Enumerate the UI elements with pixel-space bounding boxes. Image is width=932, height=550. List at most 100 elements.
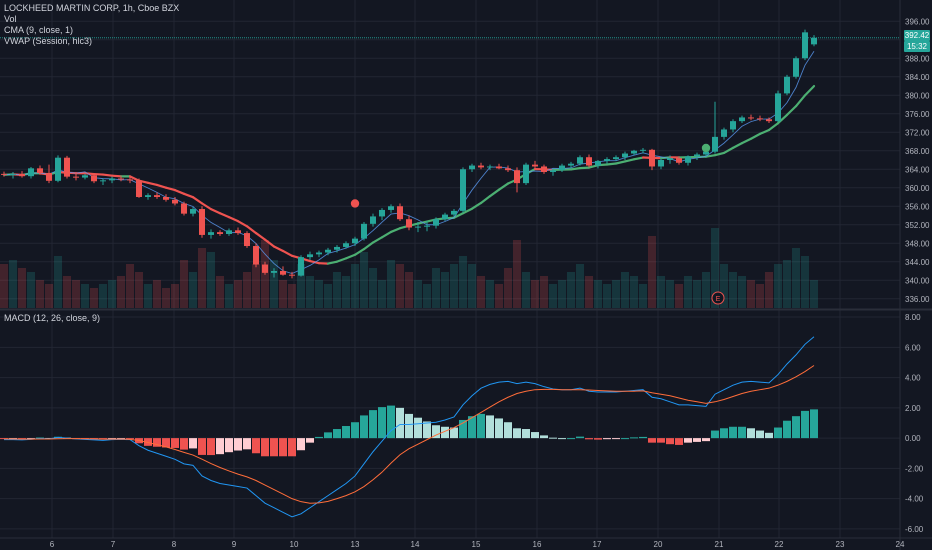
candle-body: [613, 157, 619, 160]
volume-bar: [747, 280, 755, 308]
candle-body: [307, 254, 313, 258]
candle-body: [541, 166, 547, 173]
macd-histogram-bar: [198, 438, 206, 455]
macd-histogram-bar: [108, 438, 116, 440]
candle-body: [676, 158, 682, 163]
cma-segment: [344, 253, 357, 260]
candle-body: [253, 246, 259, 265]
candle-body: [442, 214, 448, 220]
cma-segment: [794, 94, 807, 108]
candlesticks[interactable]: [1, 29, 817, 279]
cma-segment: [353, 248, 366, 256]
cma-legend[interactable]: CMA (9, close, 1): [4, 25, 74, 35]
cma-segment: [335, 257, 348, 263]
time-axis-ticks[interactable]: 6 7 8 9 10 13 14 15 16 17 20 21 22 23 24: [50, 540, 905, 549]
candle-body: [262, 264, 268, 273]
candle-body: [415, 226, 421, 228]
cma-segment: [173, 189, 186, 195]
cma-segment: [245, 225, 258, 235]
candle-body: [523, 164, 529, 184]
macd-histogram-bar: [603, 438, 611, 440]
candle-body: [559, 165, 565, 171]
cma-segment: [164, 186, 177, 192]
candle-body: [397, 206, 403, 220]
cma-segment: [452, 212, 465, 219]
price-tick-label: 340.00: [905, 276, 930, 285]
cma-segment: [263, 238, 276, 248]
volume-bar: [459, 256, 467, 308]
volume-bar: [72, 280, 80, 308]
macd-histogram-bar: [180, 438, 188, 450]
candle-body: [757, 118, 763, 120]
volume-bar: [279, 280, 287, 308]
macd-title[interactable]: MACD (12, 26, close, 9): [4, 313, 101, 323]
candle-body: [82, 175, 88, 178]
time-tick-label: 14: [411, 540, 420, 549]
candle-body: [109, 178, 115, 181]
macd-lines: [3, 336, 815, 518]
time-tick-label: 22: [775, 540, 784, 549]
macd-histogram-bar: [558, 438, 566, 440]
vwap-legend[interactable]: VWAP (Session, hlc3): [4, 36, 93, 46]
volume-bar: [585, 276, 593, 308]
volume-bar: [792, 248, 800, 308]
macd-histogram-bar: [0, 438, 8, 440]
earnings-event-marker[interactable]: E: [711, 291, 725, 305]
time-tick-label: 17: [593, 540, 602, 549]
volume-bar: [288, 284, 296, 308]
volume-bar: [189, 272, 197, 308]
volume-bar: [684, 276, 692, 308]
cma-segment: [722, 146, 735, 155]
volume-bar: [351, 264, 359, 308]
volume-bar: [414, 280, 422, 308]
volume-bar: [612, 280, 620, 308]
price-tick-label: 352.00: [905, 221, 930, 230]
volume-bar: [738, 276, 746, 308]
candle-body: [100, 180, 106, 182]
price-tick-label: 348.00: [905, 239, 930, 248]
macd-histogram-bar: [486, 415, 494, 439]
macd-histogram-bar: [126, 438, 134, 440]
macd-histogram-bar: [396, 407, 404, 439]
macd-histogram-bar: [720, 428, 728, 439]
bar-countdown-badge: 15:32: [904, 41, 930, 52]
volume-bar: [297, 264, 305, 308]
cma-segment: [740, 137, 753, 145]
candle-body: [370, 216, 376, 224]
candle-body: [388, 206, 394, 210]
candle-body: [217, 232, 223, 234]
volume-bar: [207, 252, 215, 308]
macd-histogram-bar: [783, 420, 791, 439]
candle-body: [73, 176, 79, 178]
macd-tick-label: 0.00: [905, 434, 921, 443]
volume-bar: [666, 280, 674, 308]
volume-bar: [765, 272, 773, 308]
macd-histogram-bar: [270, 438, 278, 457]
earnings-event-circle[interactable]: [711, 291, 725, 305]
cma-segment: [569, 167, 582, 171]
macd-histogram-bar: [594, 438, 602, 440]
macd-axis-ticks[interactable]: 8.00 6.00 4.00 2.00 0.00 -2.00 -4.00 -6.00: [905, 313, 924, 534]
macd-histogram-bar: [756, 430, 764, 439]
volume-bar: [360, 252, 368, 308]
volume-bar: [486, 280, 494, 308]
volume-legend[interactable]: Vol: [4, 14, 17, 24]
price-tick-label: 360.00: [905, 184, 930, 193]
volume-bar: [333, 272, 341, 308]
macd-histogram-bar: [144, 438, 152, 446]
candle-body: [280, 271, 286, 275]
candle-body: [91, 175, 97, 182]
cma-segment: [272, 245, 285, 253]
earnings-event-label[interactable]: E: [716, 296, 721, 303]
macd-histogram-bar: [333, 429, 341, 439]
volume-bar: [306, 276, 314, 308]
candle-body: [343, 243, 349, 247]
symbol-title[interactable]: LOCKHEED MARTIN CORP, 1h, Cboe BZX: [4, 3, 180, 13]
volume-bar: [27, 272, 35, 308]
macd-histogram-bar: [450, 427, 458, 439]
candle-body: [379, 209, 385, 217]
macd-histogram-bar: [693, 438, 701, 442]
